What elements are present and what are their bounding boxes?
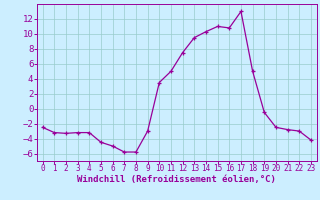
- X-axis label: Windchill (Refroidissement éolien,°C): Windchill (Refroidissement éolien,°C): [77, 175, 276, 184]
